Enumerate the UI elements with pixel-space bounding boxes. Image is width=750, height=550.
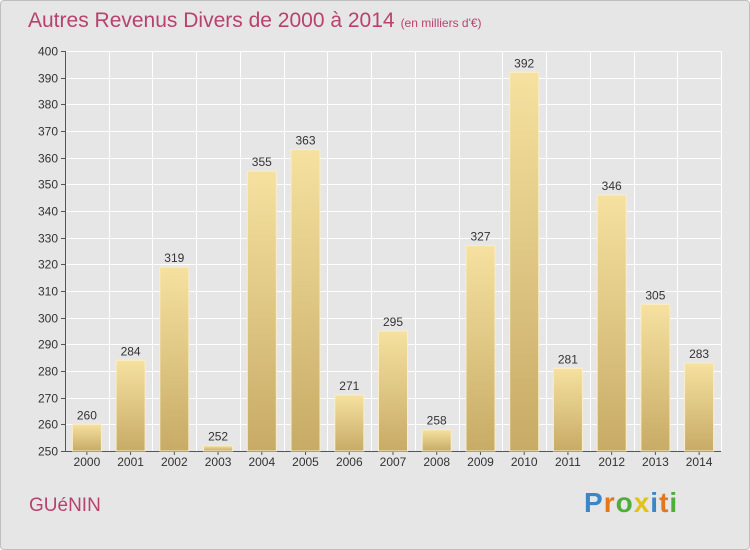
data-label: 271	[339, 379, 359, 393]
logo-letter: P	[584, 487, 604, 518]
data-label: 283	[689, 347, 709, 361]
chart-title-text: Autres Revenus Divers de 2000 à 2014	[28, 9, 395, 32]
y-tick-label: 380	[38, 98, 58, 112]
x-tick-label: 2010	[511, 455, 538, 469]
location-label: GUéNIN	[29, 495, 101, 516]
data-label: 258	[427, 414, 447, 428]
data-label: 295	[383, 315, 403, 329]
x-tick-label: 2003	[205, 455, 232, 469]
y-tick-label: 360	[38, 152, 58, 166]
x-tick-label: 2008	[423, 455, 450, 469]
logo-letter: x	[633, 487, 651, 518]
chart-title: Autres Revenus Divers de 2000 à 2014 (en …	[28, 9, 482, 33]
data-label: 281	[558, 352, 578, 366]
proxiti-logo: Proxiti	[584, 487, 678, 519]
x-tick-label: 2014	[686, 455, 713, 469]
y-tick-label: 320	[38, 258, 58, 272]
x-tick-label: 2013	[642, 455, 669, 469]
y-tick-label: 350	[38, 178, 58, 192]
y-tick-label: 250	[38, 445, 58, 459]
x-tick-label: 2009	[467, 455, 494, 469]
data-label: 252	[208, 430, 228, 444]
data-label: 284	[121, 344, 141, 358]
bar	[378, 330, 408, 452]
y-tick-label: 400	[38, 45, 58, 59]
data-label: 319	[164, 251, 184, 265]
logo-letter: i	[650, 487, 660, 518]
x-tick-label: 2001	[117, 455, 144, 469]
y-tick-label: 290	[38, 338, 58, 352]
data-label: 363	[295, 134, 315, 148]
y-tick-label: 340	[38, 205, 58, 219]
x-tick-label: 2004	[248, 455, 275, 469]
x-tick-label: 2011	[555, 455, 581, 469]
data-labels: 260 284 319 252 355 363 271 295 258 327 392 281 346 3…	[77, 56, 710, 443]
y-tick-label: 280	[38, 365, 58, 379]
data-label: 260	[77, 408, 97, 422]
data-label: 392	[514, 56, 534, 70]
y-tick-label: 300	[38, 312, 58, 326]
bars	[71, 71, 715, 452]
bar	[596, 194, 627, 452]
y-tick-label: 390	[38, 72, 58, 86]
bar	[290, 149, 321, 452]
logo-letter: r	[603, 487, 616, 518]
y-tick-label: 330	[38, 232, 58, 246]
bar	[465, 245, 496, 452]
x-tick-label: 2006	[336, 455, 363, 469]
y-tick-label: 270	[38, 392, 58, 406]
data-label: 346	[602, 179, 622, 193]
bar	[246, 170, 277, 452]
bar	[115, 359, 146, 452]
bar	[552, 367, 583, 452]
bar	[684, 362, 715, 452]
x-tick-label: 2002	[161, 455, 188, 469]
bar	[509, 71, 540, 452]
logo-letter: t	[659, 487, 670, 518]
y-tick-label: 260	[38, 418, 58, 432]
chart-subtitle: (en milliers d'€)	[400, 16, 482, 30]
bar	[159, 266, 190, 452]
x-tick-label: 2000	[74, 455, 101, 469]
x-tick-label: 2005	[292, 455, 319, 469]
y-tick-label: 310	[38, 285, 58, 299]
bar	[334, 394, 365, 452]
bar	[203, 445, 234, 452]
x-tick-label: 2007	[380, 455, 407, 469]
bar	[71, 423, 102, 452]
y-tick-label: 370	[38, 125, 58, 139]
data-label: 355	[252, 155, 272, 169]
bar	[421, 429, 452, 452]
x-tick-label: 2012	[598, 455, 625, 469]
data-label: 305	[645, 288, 665, 302]
logo-letter: o	[615, 487, 634, 518]
data-label: 327	[470, 230, 490, 244]
bar	[640, 303, 671, 452]
logo-letter: i	[669, 487, 679, 518]
